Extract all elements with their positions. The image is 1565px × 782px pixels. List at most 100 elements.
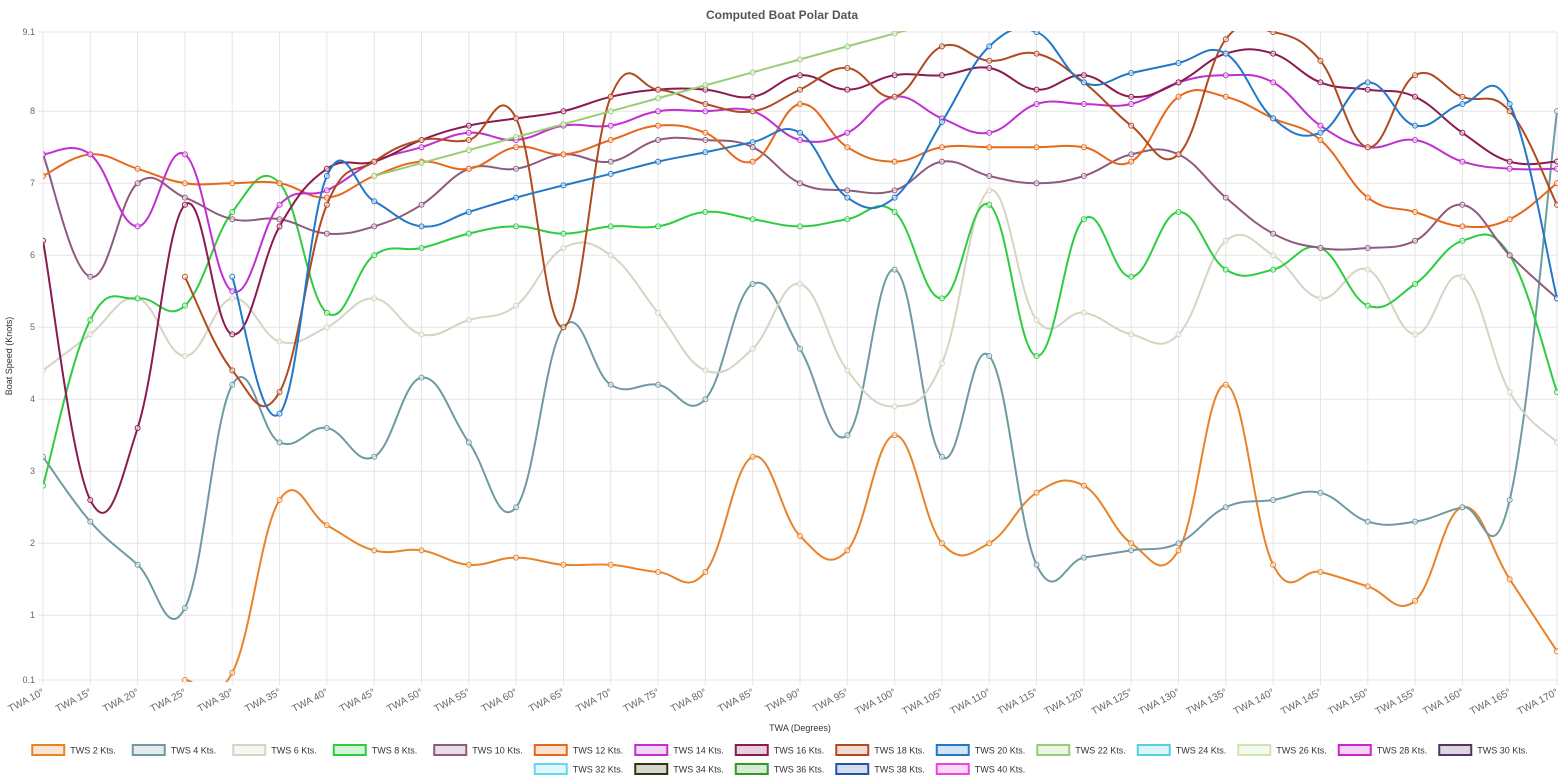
data-point — [607, 93, 614, 100]
data-point — [1033, 50, 1040, 57]
x-tick-label: TWA 65° — [527, 687, 567, 715]
data-point — [844, 367, 851, 374]
data-point — [513, 134, 520, 141]
data-point — [749, 144, 756, 151]
data-point — [1222, 194, 1229, 201]
data-point — [1128, 273, 1135, 280]
data-point — [986, 540, 993, 547]
data-point — [560, 230, 567, 237]
data-point — [276, 389, 283, 395]
data-point — [891, 432, 898, 439]
data-point — [1554, 165, 1558, 172]
legend-swatch — [1438, 744, 1473, 756]
legend-swatch — [935, 744, 970, 756]
data-point — [655, 158, 662, 165]
x-tick-label: TWA 155° — [1374, 687, 1419, 718]
data-point — [1459, 223, 1466, 230]
data-point — [513, 223, 520, 230]
data-point — [1222, 381, 1229, 388]
data-point — [844, 43, 851, 50]
data-point — [1222, 36, 1229, 43]
data-point — [607, 158, 614, 165]
y-tick-label: 2 — [30, 538, 35, 548]
data-point — [1412, 209, 1419, 215]
data-point — [1506, 389, 1513, 395]
legend-swatch — [1136, 744, 1171, 756]
data-point — [1033, 31, 1040, 35]
data-point — [1459, 101, 1466, 107]
data-point — [891, 187, 898, 194]
data-point — [797, 56, 803, 63]
data-point — [1364, 518, 1371, 525]
data-point — [371, 173, 378, 179]
data-point — [465, 137, 472, 143]
data-point — [607, 137, 614, 143]
data-point — [465, 209, 472, 215]
x-tick-label: TWA 80° — [669, 687, 709, 715]
data-point — [1128, 331, 1135, 338]
series-line — [43, 111, 1558, 620]
data-point — [1506, 165, 1513, 172]
data-point — [1506, 252, 1513, 259]
data-point — [844, 129, 851, 136]
data-point — [844, 187, 851, 194]
data-point — [87, 518, 94, 525]
data-point — [986, 43, 993, 50]
legend-label: TWS 6 Kts. — [271, 746, 317, 756]
data-point — [513, 115, 520, 122]
data-point — [276, 201, 283, 208]
data-point — [181, 273, 188, 280]
data-point — [418, 137, 425, 143]
data-point — [1128, 93, 1135, 100]
data-point — [1364, 144, 1371, 151]
data-point — [1317, 245, 1324, 251]
legend-label: TWS 18 Kts. — [874, 746, 925, 756]
x-tick-label: TWA 15° — [54, 687, 94, 715]
data-point — [181, 201, 188, 208]
x-tick-label: TWA 90° — [764, 687, 804, 715]
data-point — [749, 158, 756, 165]
data-point — [1317, 129, 1324, 136]
data-point — [134, 180, 141, 187]
legend-label: TWS 40 Kts. — [975, 765, 1026, 775]
data-point — [87, 151, 94, 158]
data-point — [1459, 273, 1466, 280]
data-point — [371, 295, 378, 302]
data-point — [134, 425, 141, 431]
data-point — [43, 453, 46, 460]
data-point — [1270, 115, 1277, 122]
data-point — [181, 194, 188, 201]
legend-label: TWS 36 Kts. — [774, 765, 825, 775]
data-point — [655, 569, 662, 575]
legend-label: TWS 8 Kts. — [372, 746, 418, 756]
series-line — [43, 136, 1558, 300]
data-point — [1033, 489, 1040, 496]
legend-swatch — [935, 763, 970, 775]
data-point — [43, 237, 46, 244]
data-point — [986, 201, 993, 208]
data-point — [607, 561, 614, 568]
legend-label: TWS 2 Kts. — [70, 746, 116, 756]
data-point — [323, 187, 330, 194]
data-point — [1222, 93, 1229, 100]
data-point — [371, 223, 378, 230]
data-point — [1080, 79, 1087, 86]
data-point — [229, 180, 236, 187]
data-point — [1080, 554, 1087, 561]
chart-title: Computed Boat Polar Data — [706, 8, 858, 22]
data-point — [276, 497, 283, 503]
data-point — [607, 252, 614, 259]
legend-swatch — [131, 744, 166, 756]
legend-swatch — [634, 744, 669, 756]
data-point — [1317, 79, 1324, 86]
legend-label: TWS 24 Kts. — [1176, 746, 1227, 756]
data-point — [844, 86, 851, 93]
data-point — [276, 223, 283, 230]
legend-swatch — [332, 744, 367, 756]
plot-area — [43, 31, 1558, 682]
x-tick-label: TWA 125° — [1090, 687, 1135, 718]
y-axis-label: Boat Speed (Knots) — [4, 317, 14, 396]
data-point — [1506, 497, 1513, 503]
data-point — [513, 554, 520, 561]
data-point — [1080, 173, 1087, 179]
